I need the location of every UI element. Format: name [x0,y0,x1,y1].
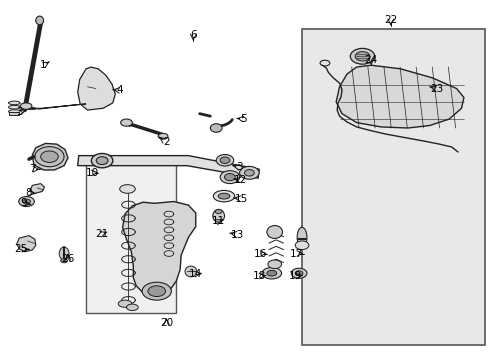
Ellipse shape [210,124,222,132]
Polygon shape [335,65,463,128]
Ellipse shape [215,210,222,214]
Text: 18: 18 [252,271,265,281]
Ellipse shape [184,266,196,277]
Ellipse shape [218,193,229,199]
Ellipse shape [8,110,20,113]
Ellipse shape [19,197,34,207]
Ellipse shape [142,282,171,300]
Ellipse shape [212,210,224,222]
Ellipse shape [41,151,58,162]
Text: 17: 17 [289,248,303,258]
Polygon shape [17,235,36,252]
Ellipse shape [266,226,282,238]
Ellipse shape [267,260,281,269]
Text: 19: 19 [288,271,302,281]
Text: 26: 26 [61,254,75,264]
Ellipse shape [354,51,369,61]
Polygon shape [30,184,44,194]
Ellipse shape [220,171,239,184]
Text: 10: 10 [85,168,99,178]
Ellipse shape [158,134,167,139]
Text: 22: 22 [384,15,397,26]
Ellipse shape [121,119,132,126]
Text: 7: 7 [29,164,36,174]
Ellipse shape [22,199,30,204]
Ellipse shape [59,247,69,260]
Ellipse shape [216,154,233,166]
Ellipse shape [120,185,135,193]
Polygon shape [29,104,86,109]
Text: 2: 2 [163,138,169,147]
Ellipse shape [96,157,108,165]
Ellipse shape [91,153,113,168]
Text: 8: 8 [25,188,32,198]
Text: 20: 20 [160,319,173,328]
Text: 23: 23 [429,84,443,94]
Text: 9: 9 [21,198,27,208]
Ellipse shape [224,174,235,181]
Ellipse shape [244,170,254,176]
Ellipse shape [266,270,276,276]
Polygon shape [32,143,68,170]
Ellipse shape [118,300,132,307]
Text: 13: 13 [230,230,244,239]
Text: 1: 1 [40,60,47,70]
Text: 5: 5 [239,114,246,124]
Ellipse shape [349,48,374,64]
Ellipse shape [126,304,138,311]
Ellipse shape [213,190,234,202]
Text: 15: 15 [234,194,247,204]
Ellipse shape [35,147,64,167]
Polygon shape [78,156,259,178]
Bar [302,30,484,345]
Polygon shape [122,202,195,295]
Ellipse shape [297,227,306,247]
Text: 24: 24 [364,55,377,65]
Ellipse shape [291,268,306,278]
Ellipse shape [295,271,303,276]
Text: 11: 11 [212,216,225,226]
Ellipse shape [36,16,43,25]
Text: 6: 6 [190,30,196,40]
Text: 12: 12 [233,175,247,185]
Text: 21: 21 [95,229,108,239]
Ellipse shape [20,103,32,109]
Ellipse shape [262,267,281,279]
Polygon shape [78,67,115,110]
Text: 16: 16 [253,248,266,258]
Text: 3: 3 [16,107,22,117]
Ellipse shape [239,166,259,179]
Text: 25: 25 [15,244,28,254]
Ellipse shape [61,258,67,263]
Ellipse shape [8,105,20,109]
Ellipse shape [295,241,308,249]
Ellipse shape [220,157,229,163]
Text: 3: 3 [236,162,243,172]
Bar [9,112,19,115]
Bar [86,162,176,313]
Text: 4: 4 [117,85,123,95]
Text: 14: 14 [189,269,202,279]
Ellipse shape [148,286,165,297]
Ellipse shape [8,101,20,105]
